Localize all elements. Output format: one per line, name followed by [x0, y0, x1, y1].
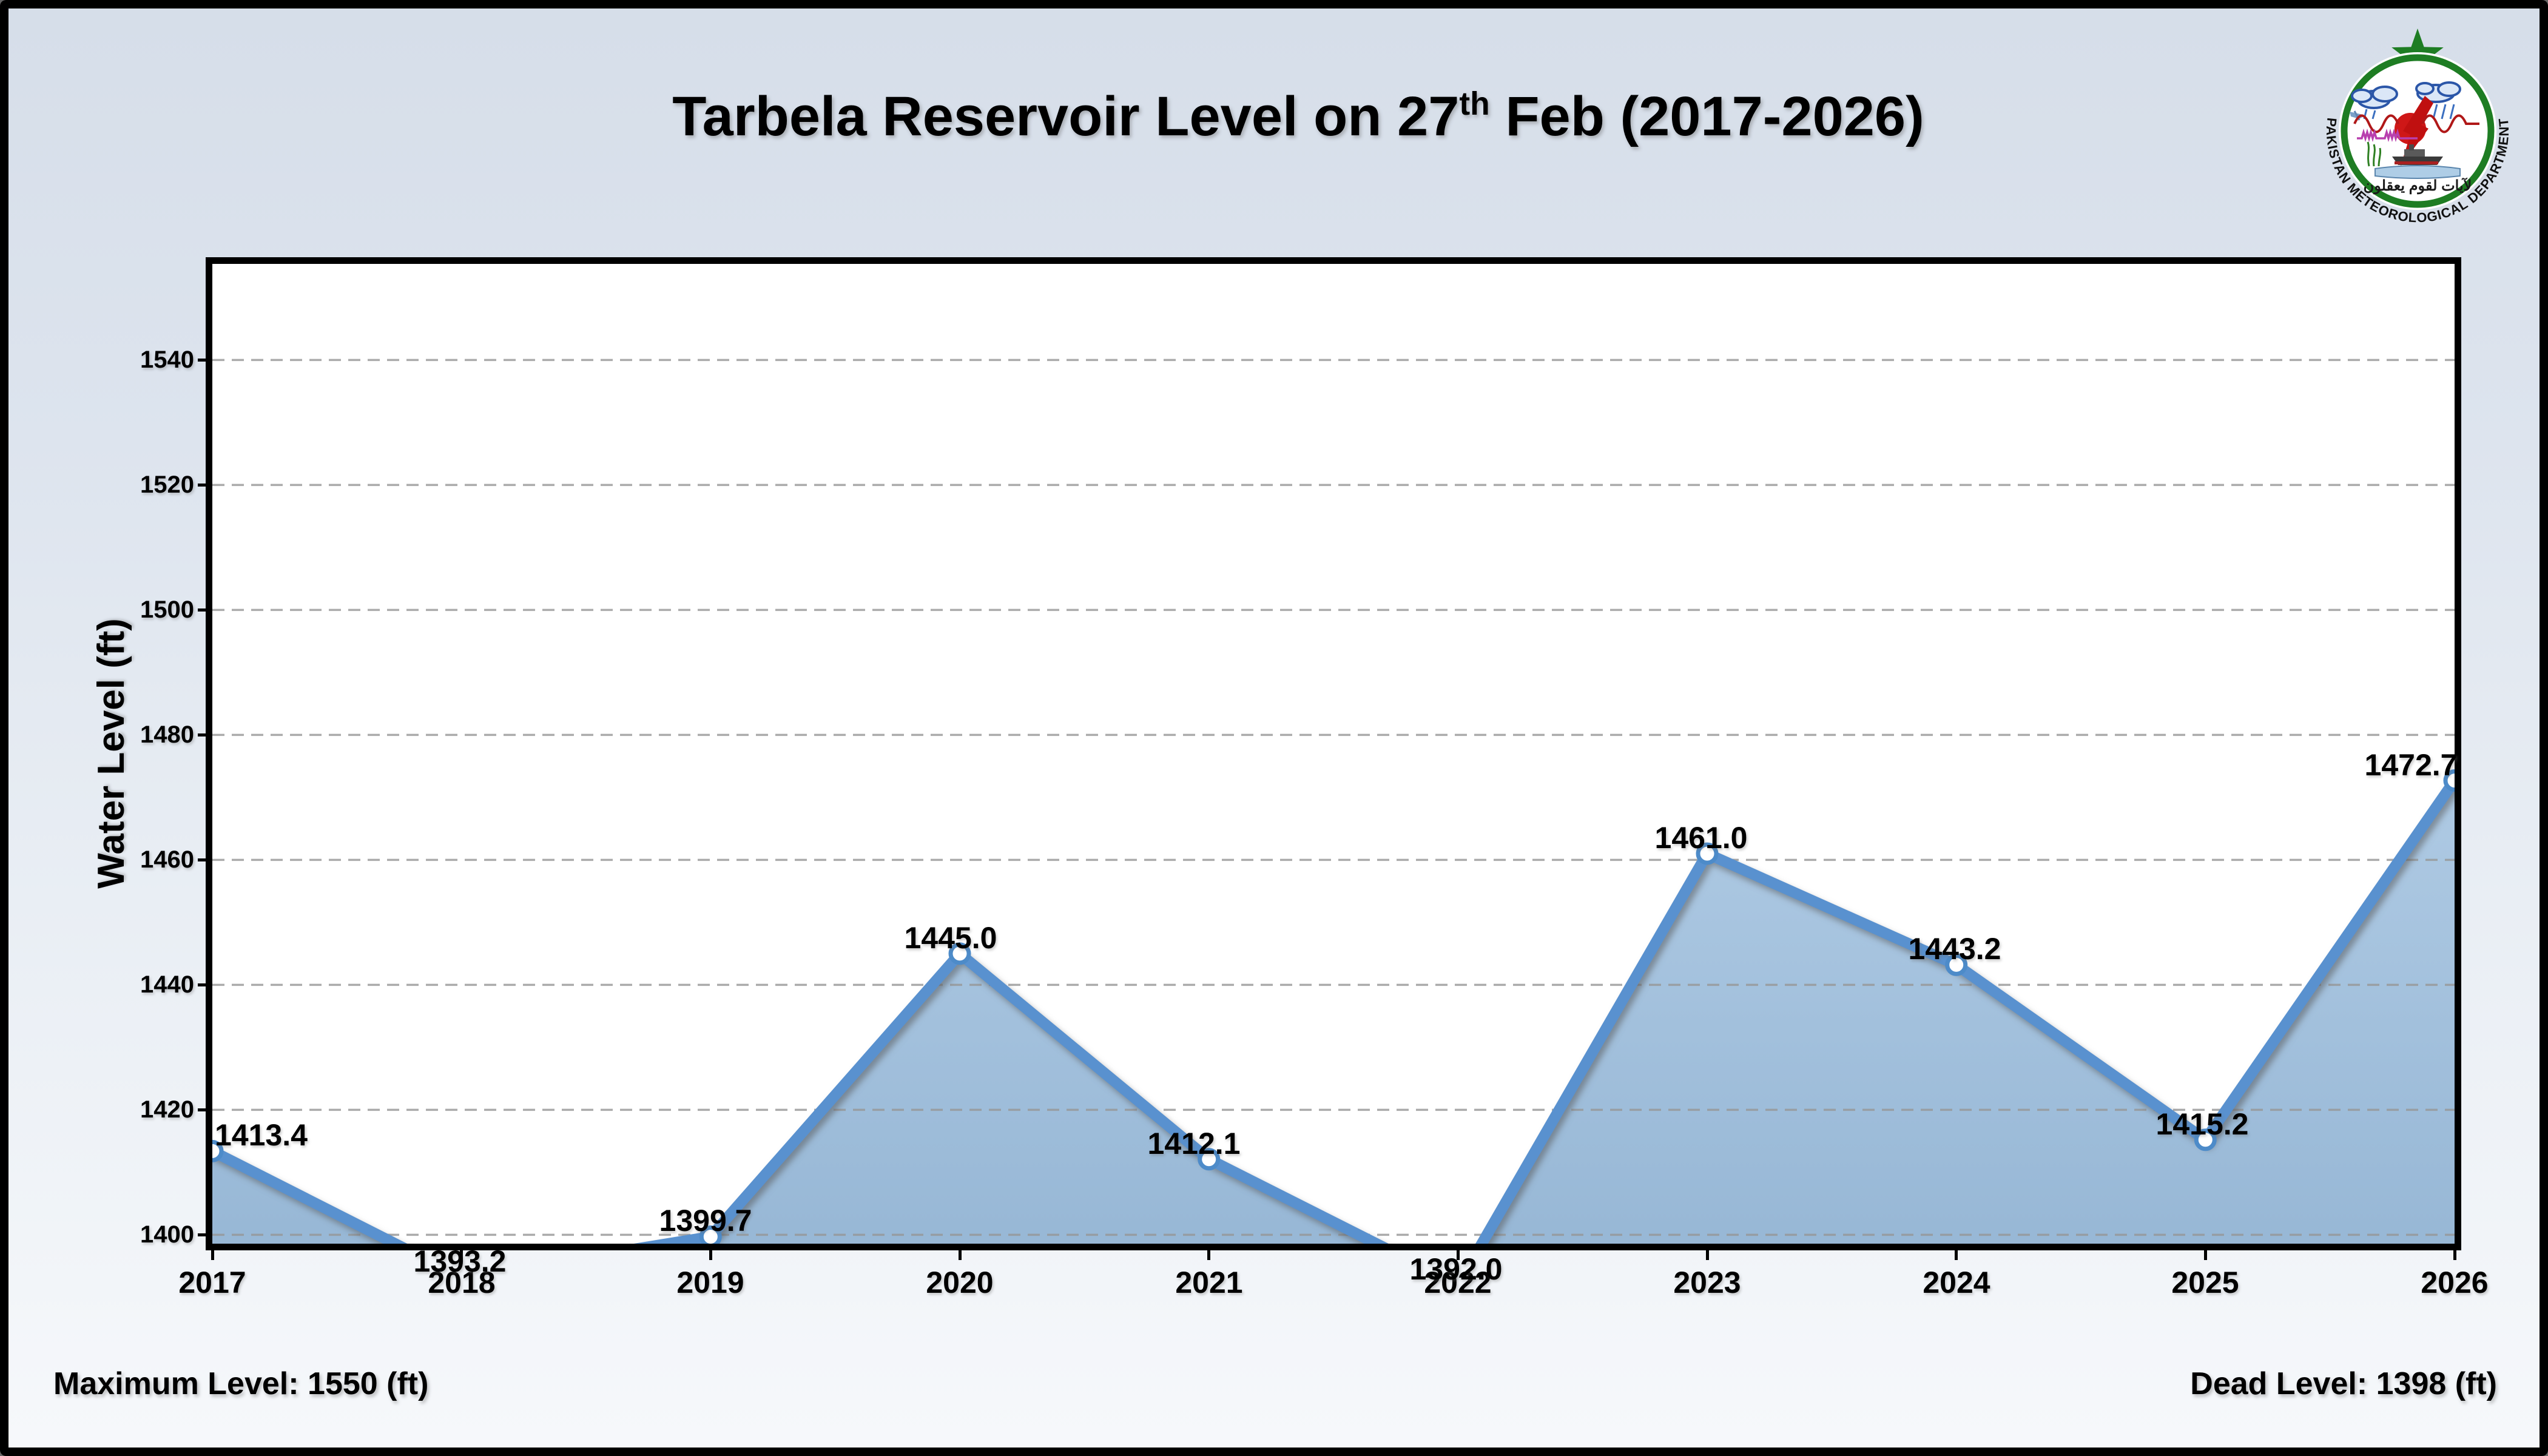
y-tick-mark — [198, 858, 206, 861]
y-tick-mark — [198, 733, 206, 736]
data-point-marker — [948, 942, 971, 965]
y-tick-label: 1520 — [140, 471, 194, 498]
x-tick-label: 2018 — [428, 1266, 496, 1299]
maximum-level-note: Maximum Level: 1550 (ft) — [53, 1366, 429, 1401]
x-tick-mark — [1955, 1250, 1958, 1260]
chart-title-superscript: th — [1459, 86, 1490, 122]
y-tick-mark — [198, 608, 206, 612]
plants-icon — [2367, 141, 2382, 167]
y-tick-label: 1400 — [140, 1221, 194, 1248]
water — [2374, 165, 2461, 179]
data-point-marker — [2443, 769, 2455, 792]
data-point-marker — [1696, 842, 1719, 865]
x-tick-mark — [2453, 1250, 2456, 1260]
series-line — [212, 775, 2455, 1244]
x-tick-label: 2020 — [926, 1266, 994, 1299]
cloud-icon — [2351, 81, 2461, 109]
y-tick-mark — [198, 484, 206, 487]
x-tick-label: 2025 — [2171, 1266, 2239, 1299]
logo-motto: لآيات لقوم يعقلون — [2364, 177, 2472, 195]
x-tick-mark — [460, 1250, 463, 1260]
x-tick-mark — [1706, 1250, 1709, 1260]
data-point-marker — [1945, 953, 1968, 976]
chart-title-suffix: Feb (2017-2026) — [1489, 86, 1924, 147]
ship-icon — [2392, 144, 2443, 165]
y-tick-mark — [198, 1108, 206, 1111]
pmd-logo: لآيات لقوم يعقلون PAKISTAN METEOROLOGICA… — [2324, 29, 2511, 225]
y-tick-label: 1540 — [140, 346, 194, 373]
x-tick-mark — [709, 1250, 712, 1260]
data-point-label: 1392.0 — [1409, 1252, 1503, 1286]
data-point-marker — [2194, 1128, 2217, 1151]
dead-level-note: Dead Level: 1398 (ft) — [2190, 1366, 2497, 1401]
chart-title-text: Tarbela Reservoir Level on 27 — [672, 86, 1460, 147]
x-tick-label: 2022 — [1424, 1266, 1492, 1299]
y-tick-mark — [198, 1233, 206, 1236]
series-canvas — [212, 359, 2455, 1244]
x-tick-mark — [1457, 1250, 1460, 1260]
x-tick-mark — [2204, 1250, 2207, 1260]
x-tick-mark — [211, 1250, 214, 1260]
series-area — [212, 780, 2455, 1244]
data-point-marker — [1198, 1148, 1221, 1171]
data-point-marker — [212, 1139, 224, 1162]
data-point-marker — [699, 1225, 722, 1244]
trace-line — [2353, 114, 2479, 133]
y-tick-mark — [198, 983, 206, 986]
lightning-icon — [2401, 96, 2433, 166]
x-tick-label: 2023 — [1673, 1266, 1741, 1299]
x-tick-label: 2017 — [178, 1266, 246, 1299]
x-tick-label: 2019 — [676, 1266, 744, 1299]
x-tick-mark — [1207, 1250, 1210, 1260]
y-tick-label: 1420 — [140, 1096, 194, 1123]
x-tick-label: 2021 — [1175, 1266, 1243, 1299]
y-axis-title: Water Level (ft) — [90, 618, 132, 889]
x-tick-mark — [959, 1250, 962, 1260]
x-tick-label: 2024 — [1923, 1266, 1990, 1299]
chart-title: Tarbela Reservoir Level on 27th Feb (201… — [33, 86, 2540, 147]
y-tick-mark — [198, 359, 206, 362]
seismo-squiggle — [2357, 128, 2418, 143]
x-tick-label: 2026 — [2421, 1266, 2489, 1299]
